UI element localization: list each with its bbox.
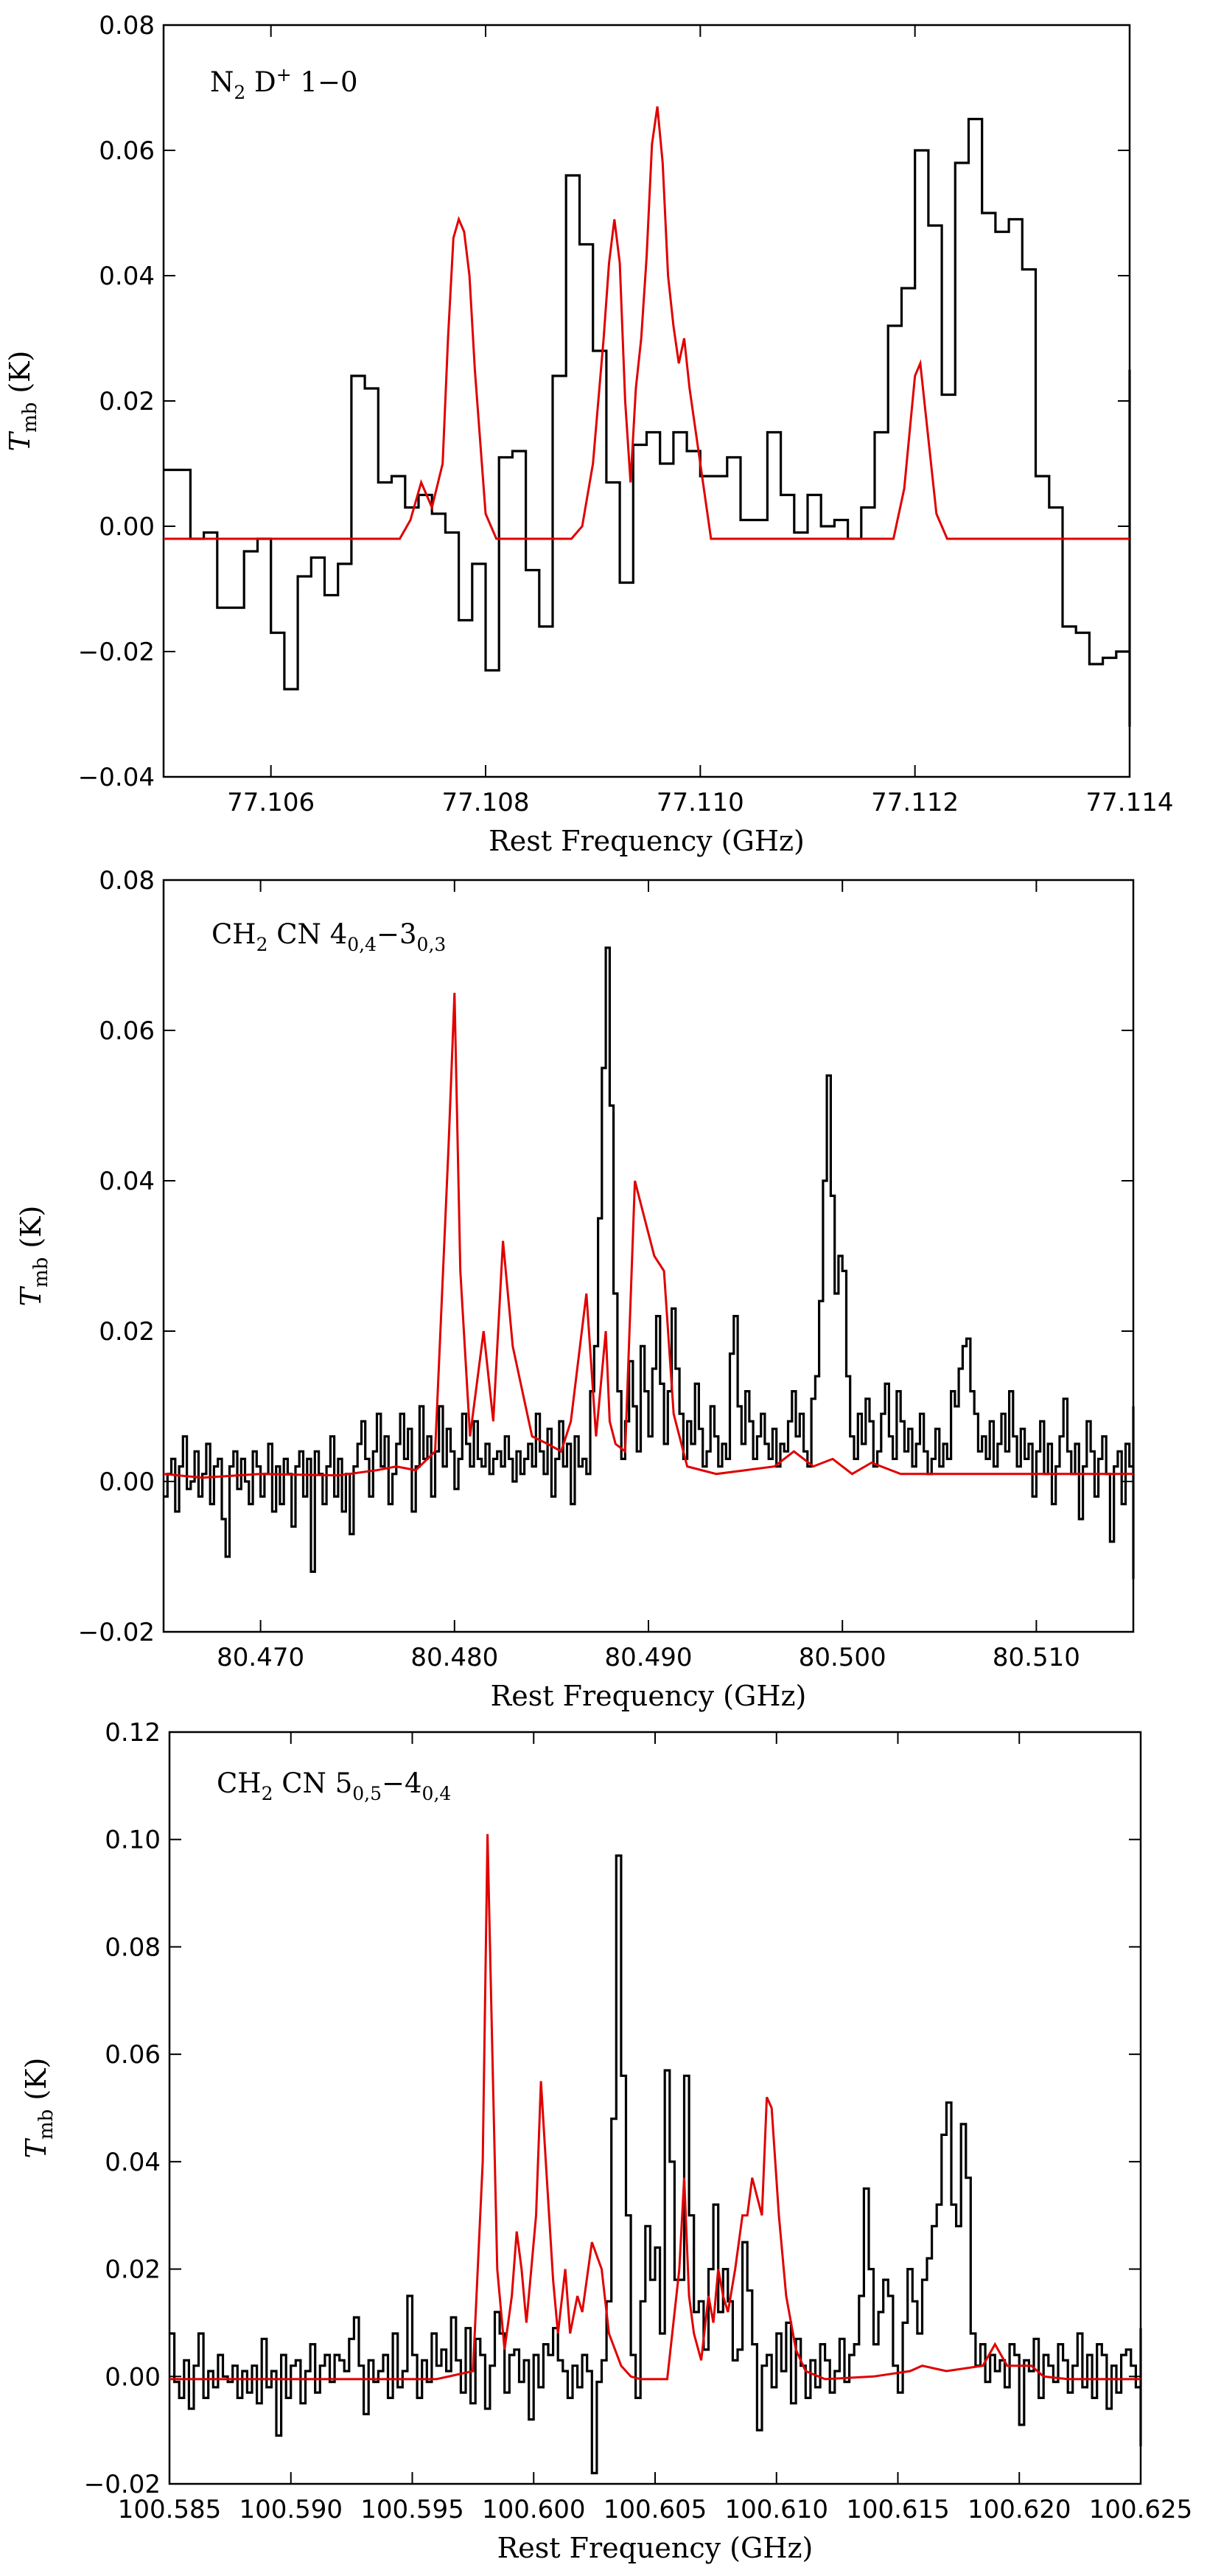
x-tick-label: 80.500 [799, 1643, 886, 1672]
x-tick-label: 77.112 [871, 788, 959, 817]
y-tick-label: 0.00 [105, 2362, 161, 2392]
y-axis-label: Tmb (K) [4, 351, 41, 452]
panel-ch2cn-4-3: 80.470 80.480 80.490 80.500 80.510 −0.02 0.00 0… [15, 866, 1135, 1712]
y-tick-label: 0.08 [99, 866, 155, 896]
y-tick-label: 0.08 [105, 1933, 161, 1962]
axis-ticks: 100.585 100.590 100.595 100.600 100.605 100.6… [84, 1718, 1193, 2524]
y-tick-label: 0.08 [99, 11, 155, 41]
x-tick-label: 100.625 [1089, 2495, 1193, 2524]
x-tick-label: 100.620 [968, 2495, 1071, 2524]
y-tick-label: 0.02 [99, 1317, 155, 1347]
x-tick-label: 100.610 [724, 2495, 828, 2524]
y-tick-label: 0.10 [105, 1826, 161, 1855]
y-tick-label: 0.02 [105, 2255, 161, 2285]
transition-annotation: N2 D+ 1−0 [210, 64, 358, 103]
y-tick-label: 0.00 [99, 512, 155, 542]
y-tick-label: 0.04 [99, 262, 155, 291]
x-axis-label: Rest Frequency (GHz) [489, 825, 805, 857]
model-fit-line [164, 106, 1130, 540]
observed-spectrum-line [169, 1854, 1142, 2474]
y-tick-label: 0.06 [105, 2040, 161, 2070]
x-axis-label: Rest Frequency (GHz) [491, 1680, 807, 1712]
y-tick-label: 0.00 [99, 1467, 155, 1497]
model-fit-line [163, 992, 1133, 1479]
y-axis-label: Tmb (K) [15, 1206, 52, 1307]
y-axis-label: Tmb (K) [20, 2058, 57, 2159]
x-tick-label: 100.600 [482, 2495, 586, 2524]
y-tick-label: −0.02 [78, 638, 155, 667]
x-tick-label: 100.595 [360, 2495, 464, 2524]
x-tick-label: 100.605 [604, 2495, 707, 2524]
y-tick-label: 0.04 [105, 2148, 161, 2177]
x-tick-label: 80.480 [410, 1643, 498, 1672]
y-tick-label: −0.02 [84, 2470, 161, 2499]
transition-annotation: CH2 CN 40,4−30,3 [211, 918, 446, 955]
x-axis-label: Rest Frequency (GHz) [497, 2532, 814, 2564]
y-tick-label: 0.06 [99, 1016, 155, 1046]
observed-spectrum-line [164, 946, 1135, 1580]
spectrum-series [164, 106, 1131, 727]
panel-ch2cn-5-4: 100.585 100.590 100.595 100.600 100.605 100.6… [20, 1718, 1192, 2564]
observed-spectrum-line [164, 117, 1131, 727]
model-fit-line [169, 1834, 1141, 2381]
x-tick-label: 100.615 [846, 2495, 950, 2524]
axis-ticks: 80.470 80.480 80.490 80.500 80.510 −0.02 0.00 0… [78, 866, 1133, 1672]
transition-annotation: CH2 CN 50,5−40,4 [217, 1767, 451, 1804]
y-tick-label: 0.02 [99, 387, 155, 416]
y-tick-label: 0.04 [99, 1167, 155, 1196]
x-tick-label: 77.110 [657, 788, 744, 817]
y-tick-label: 0.12 [105, 1718, 161, 1748]
x-tick-label: 77.114 [1086, 788, 1174, 817]
spectrum-series [169, 1834, 1142, 2474]
x-tick-label: 100.590 [239, 2495, 343, 2524]
axis-ticks: 77.106 77.108 77.110 77.112 77.114 −0.04 −0.02… [78, 11, 1174, 817]
y-tick-label: −0.02 [78, 1618, 155, 1647]
x-tick-label: 80.490 [605, 1643, 693, 1672]
x-tick-label: 100.585 [118, 2495, 222, 2524]
y-tick-label: −0.04 [78, 763, 155, 792]
y-tick-label: 0.06 [99, 136, 155, 166]
x-tick-label: 80.470 [217, 1643, 304, 1672]
x-tick-label: 77.106 [227, 788, 315, 817]
x-tick-label: 80.510 [993, 1643, 1080, 1672]
panel-n2d-plus: 77.106 77.108 77.110 77.112 77.114 −0.04 −0.02… [4, 11, 1173, 857]
x-tick-label: 77.108 [442, 788, 530, 817]
spectrum-series [163, 946, 1135, 1580]
